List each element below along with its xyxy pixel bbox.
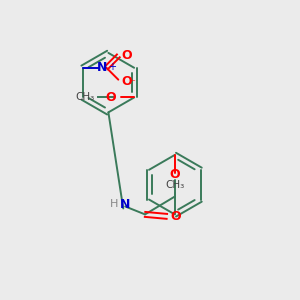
Text: CH₃: CH₃ xyxy=(75,92,94,103)
Text: N: N xyxy=(97,61,108,74)
Text: O: O xyxy=(121,50,132,62)
Text: O: O xyxy=(106,91,116,104)
Text: H: H xyxy=(110,200,118,209)
Text: N: N xyxy=(120,198,130,211)
Text: O: O xyxy=(171,210,182,223)
Text: O: O xyxy=(121,75,132,88)
Text: +: + xyxy=(108,62,116,72)
Text: O: O xyxy=(169,168,180,181)
Text: CH₃: CH₃ xyxy=(165,180,184,190)
Text: ⁻: ⁻ xyxy=(129,79,135,88)
